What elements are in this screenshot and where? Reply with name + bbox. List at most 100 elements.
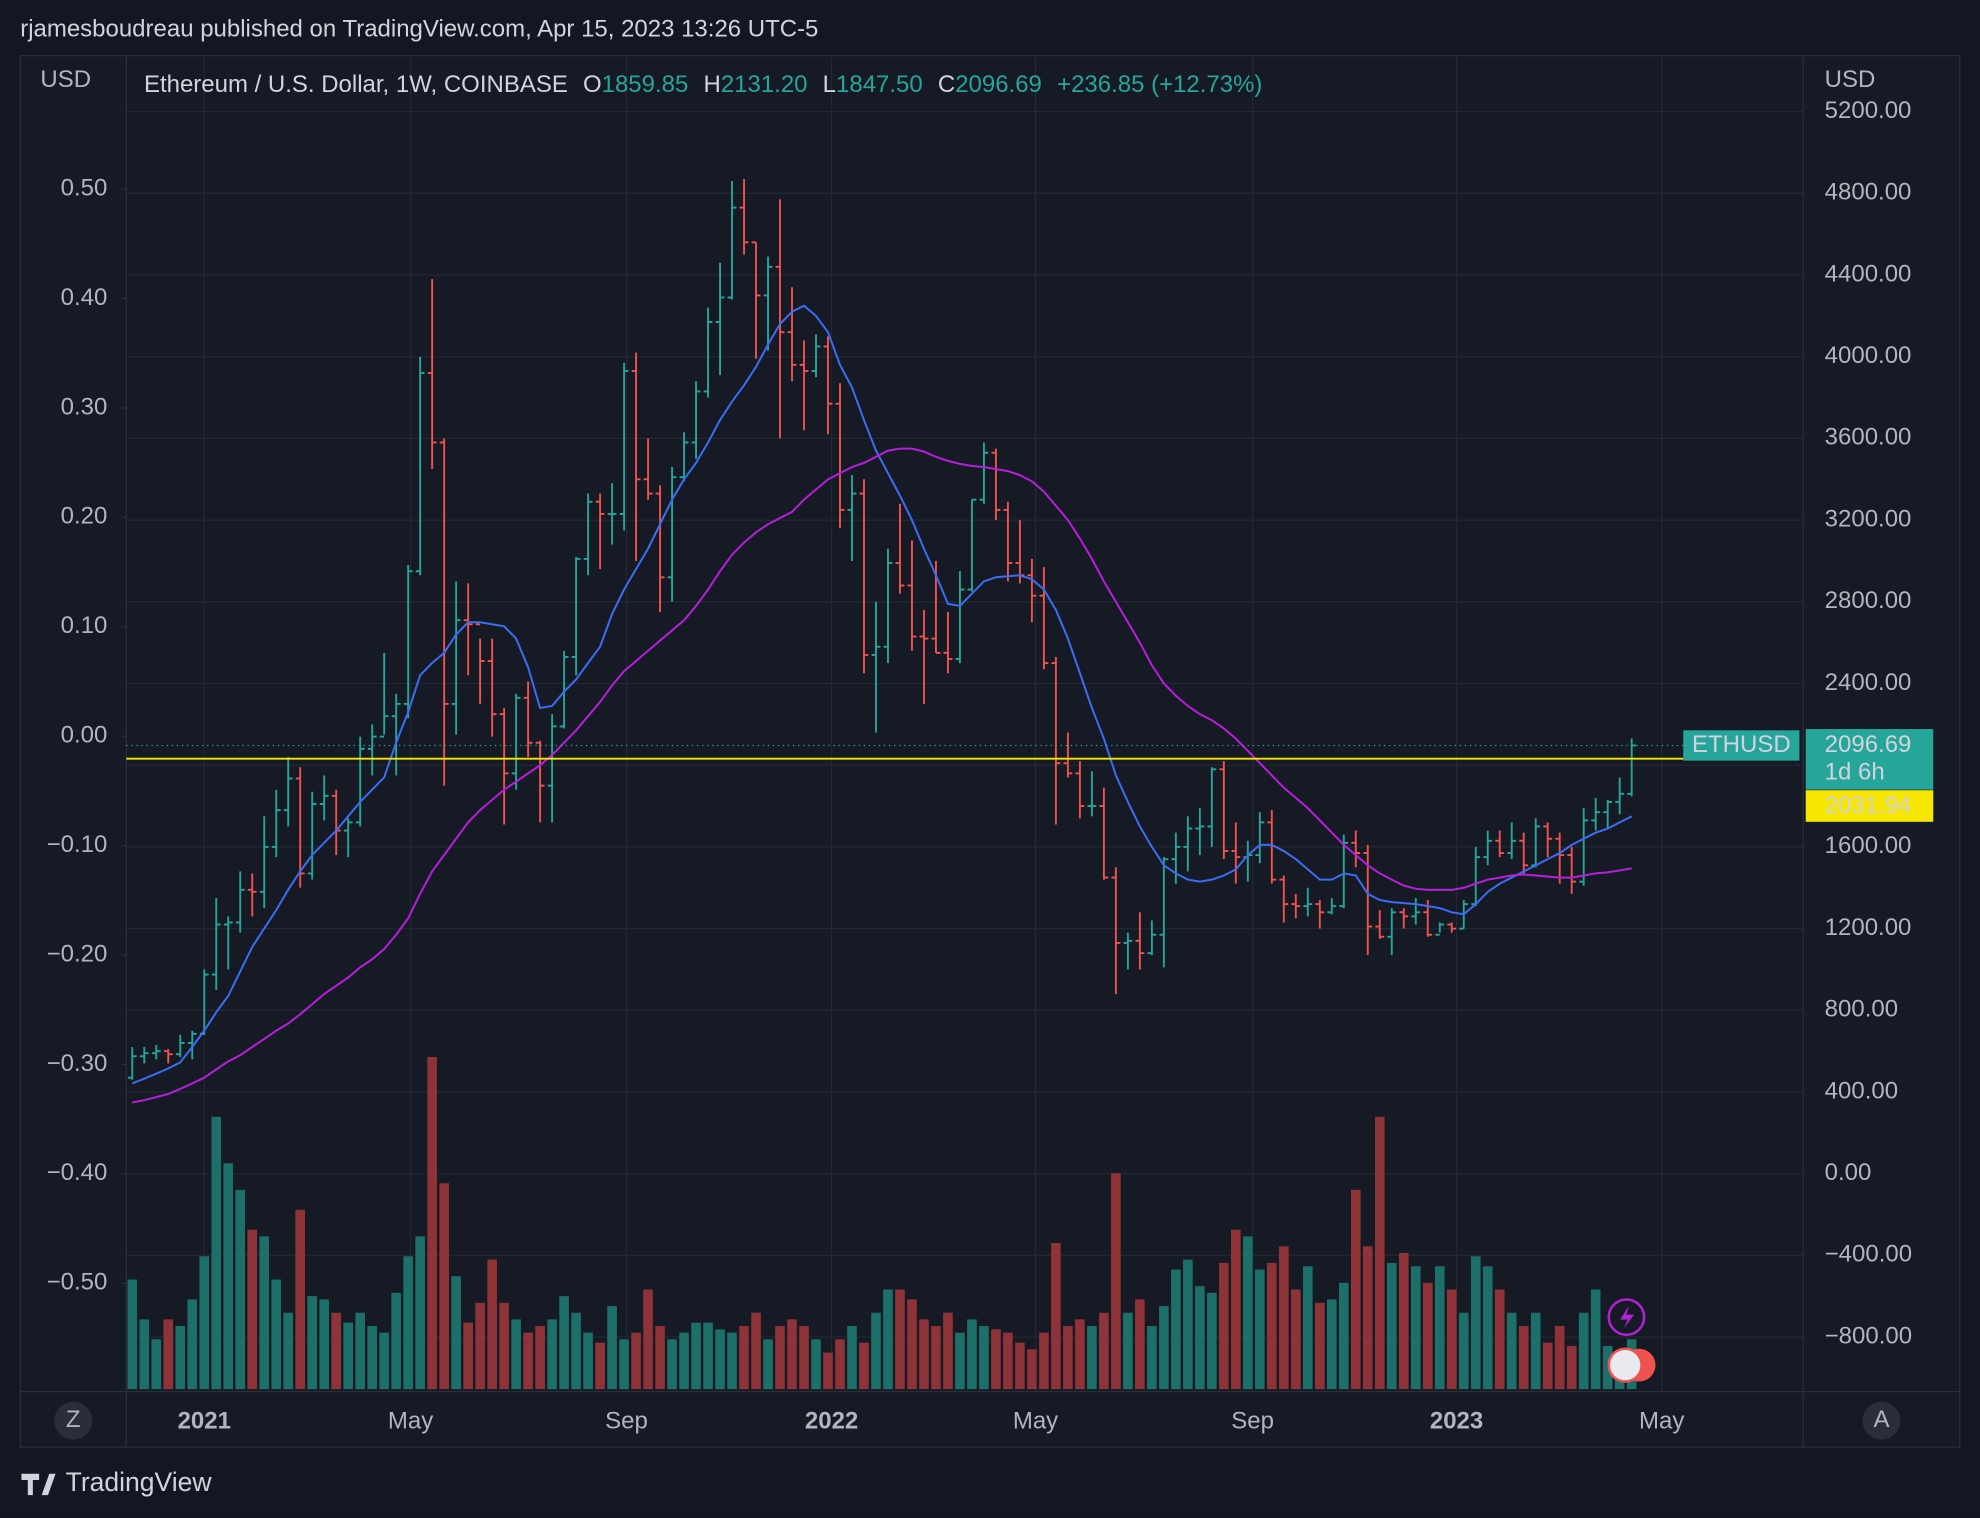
volume-bar [283,1312,294,1390]
volume-bar [955,1332,965,1390]
volume-bar [1578,1312,1589,1390]
volume-bar [523,1332,533,1390]
y-tick-label: 800.00 [1825,996,1898,1023]
volume-bar [1027,1349,1037,1390]
volume-bar [607,1306,617,1390]
y-tick-label: 4400.00 [1825,260,1912,287]
countdown-label: 1d 6h [1825,759,1885,786]
volume-bar [1434,1266,1445,1390]
y-tick-label: −800.00 [1825,1322,1912,1349]
y2-tick-label: 0.10 [61,612,108,639]
volume-bar [235,1189,246,1390]
volume-bar [1542,1342,1553,1390]
volume-bar [715,1329,725,1390]
volume-bar [391,1292,401,1390]
volume-bar [703,1322,713,1390]
symbol-tag [1683,730,1800,761]
volume-bar [1410,1266,1421,1390]
legend-change: +236.85 (+12.73%) [1057,71,1262,98]
y-tick-label: 4800.00 [1825,179,1912,206]
legend-key: H [703,71,720,98]
volume-bar [1506,1312,1517,1390]
y-tick-label: 1600.00 [1825,832,1912,859]
moving-average [131,304,1633,1085]
volume-bar [811,1339,821,1390]
volume-bar [619,1339,629,1390]
y2-tick-label: −0.10 [47,831,108,858]
chart-frame [19,55,1961,1448]
volume-bar [691,1322,701,1390]
volume-bar [1590,1289,1601,1390]
grid [126,55,1804,1392]
button[interactable]: A [1874,1406,1890,1433]
volume-bar [871,1312,881,1390]
event-icon[interactable] [1607,1347,1643,1383]
volume-bar [463,1322,473,1390]
volume-bar [1267,1262,1277,1390]
button[interactable]: Z [66,1406,81,1433]
volume-bar [259,1236,270,1390]
volume-bar [571,1312,581,1390]
event-icon[interactable] [1607,1298,1646,1337]
legend-key: O [583,71,602,98]
volume-bar [511,1319,521,1390]
volume-bar [367,1326,377,1390]
volume-bar [199,1256,210,1390]
volume-bar [1207,1292,1217,1390]
volume-bar [763,1339,773,1390]
volume-bar [319,1299,329,1390]
price-tag [1805,729,1934,790]
volume-bar [295,1209,306,1390]
button-bg[interactable] [54,1401,93,1440]
y2-tick-label: −0.50 [47,1269,108,1296]
legend-key: C [938,71,955,98]
event-icon-bolt [1620,1305,1635,1329]
volume-bar [931,1326,941,1390]
right-axis-unit: USD [1825,66,1876,93]
volume-bar [487,1259,497,1390]
volume-bar [919,1319,929,1390]
volume-bar [835,1339,845,1390]
volume-bar [1015,1342,1025,1390]
volume-bar [1111,1173,1121,1390]
volume-bar [1003,1332,1013,1390]
volume-bar [907,1299,917,1390]
volume-bar [1087,1326,1097,1390]
y-tick-label: 1200.00 [1825,914,1912,941]
volume-bar [847,1326,857,1390]
y-tick-label: 5200.00 [1825,97,1912,124]
volume-bar [415,1236,425,1390]
brand: TradingView [66,1467,213,1497]
volume-bar [1446,1289,1457,1390]
volume-bar [943,1312,953,1390]
volume-bar [1159,1306,1169,1390]
volume-bar [139,1319,150,1390]
moving-average [132,447,1632,1104]
symbol-label: ETHUSD [1692,731,1791,758]
button-bg[interactable] [1862,1401,1901,1440]
volume-bar [643,1289,653,1390]
volume-bar [667,1339,677,1390]
y-tick-label: 2400.00 [1825,669,1912,696]
volume-bar [223,1163,234,1390]
volume-bar [499,1302,509,1390]
volume-bar [1374,1116,1385,1390]
y2-tick-label: −0.40 [47,1159,108,1186]
volume-bar [967,1319,977,1390]
y-tick-label: 3600.00 [1825,424,1912,451]
volume-bar [1362,1246,1373,1390]
x-tick-label: May [1639,1407,1684,1434]
volume-bar [547,1319,557,1390]
legend-value: 1847.50 [836,71,923,98]
y-tick-label: 400.00 [1825,1077,1898,1104]
volume-bar [895,1289,905,1390]
y2-tick-label: 0.20 [61,503,108,530]
volume-bar [1494,1289,1505,1390]
volume-bar [1303,1266,1313,1390]
y-tick-label: 2800.00 [1825,587,1912,614]
x-tick-label: Sep [1231,1407,1274,1434]
volume-bar [1315,1302,1325,1390]
volume-bar [127,1279,138,1390]
y-tick-label: 4000.00 [1825,342,1912,369]
y2-tick-label: −0.30 [47,1050,108,1077]
